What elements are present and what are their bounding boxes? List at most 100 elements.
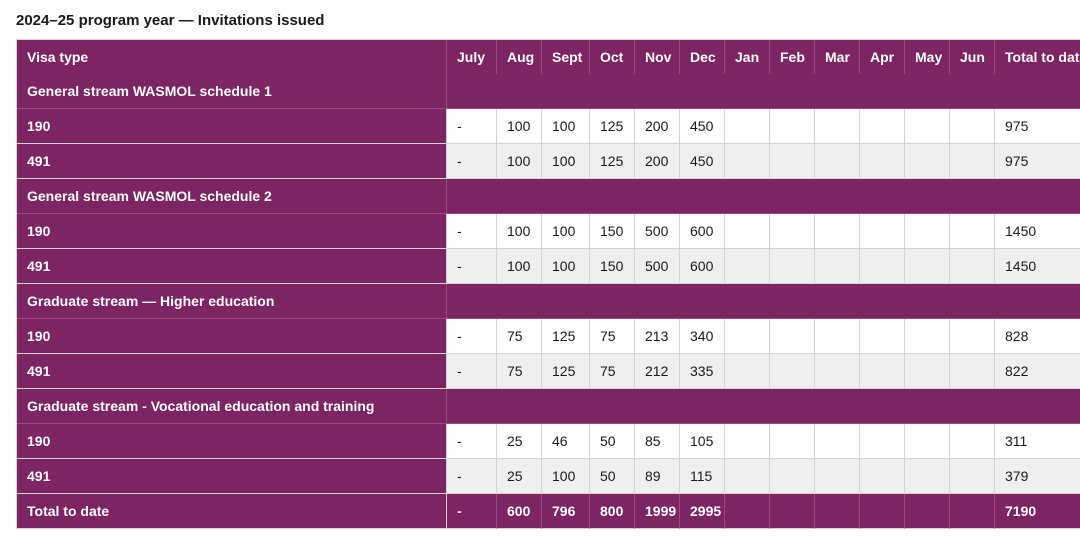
total-row: Total to date-600796800199929957190 — [17, 494, 1080, 529]
cell-value: 100 — [542, 109, 590, 144]
cell-value — [770, 354, 815, 389]
total-cell: - — [447, 494, 497, 529]
cell-value: 105 — [680, 424, 725, 459]
cell-value: 100 — [497, 214, 542, 249]
cell-value: 100 — [542, 144, 590, 179]
total-cell: 2995 — [680, 494, 725, 529]
col-jan: Jan — [725, 40, 770, 74]
row-visa-label: 491 — [17, 354, 447, 389]
cell-value: - — [447, 109, 497, 144]
cell-value — [950, 214, 995, 249]
table-row: 491-100100125200450975 — [17, 144, 1080, 179]
cell-value: 828 — [995, 319, 1080, 354]
table-row: 491-251005089115379 — [17, 459, 1080, 494]
cell-value: 100 — [542, 214, 590, 249]
cell-value: 975 — [995, 109, 1080, 144]
cell-value — [725, 424, 770, 459]
cell-value — [860, 144, 905, 179]
cell-value: 100 — [497, 109, 542, 144]
col-visa-type: Visa type — [17, 40, 447, 74]
section-spacer — [447, 284, 1080, 319]
cell-value: 1450 — [995, 249, 1080, 284]
total-cell — [725, 494, 770, 529]
cell-value — [950, 144, 995, 179]
cell-value: 1450 — [995, 214, 1080, 249]
cell-value — [860, 459, 905, 494]
cell-value: 125 — [590, 109, 635, 144]
cell-value — [860, 319, 905, 354]
cell-value — [770, 459, 815, 494]
cell-value: - — [447, 354, 497, 389]
cell-value: 125 — [590, 144, 635, 179]
cell-value — [725, 459, 770, 494]
cell-value — [725, 109, 770, 144]
cell-value: 50 — [590, 424, 635, 459]
cell-value: 600 — [680, 214, 725, 249]
cell-value — [815, 249, 860, 284]
section-spacer — [447, 74, 1080, 109]
cell-value: 500 — [635, 214, 680, 249]
cell-value: 125 — [542, 319, 590, 354]
cell-value — [950, 249, 995, 284]
cell-value — [815, 214, 860, 249]
cell-value: 25 — [497, 459, 542, 494]
col-may: May — [905, 40, 950, 74]
cell-value — [905, 109, 950, 144]
cell-value — [905, 319, 950, 354]
total-cell: 600 — [497, 494, 542, 529]
cell-value: - — [447, 214, 497, 249]
row-visa-label: 190 — [17, 109, 447, 144]
cell-value: 213 — [635, 319, 680, 354]
cell-value — [725, 144, 770, 179]
cell-value — [770, 424, 815, 459]
table-row: 491-7512575212335822 — [17, 354, 1080, 389]
cell-value: - — [447, 144, 497, 179]
page-title: 2024–25 program year — Invitations issue… — [16, 12, 1064, 29]
cell-value — [815, 109, 860, 144]
col-jun: Jun — [950, 40, 995, 74]
table-header-row: Visa type July Aug Sept Oct Nov Dec Jan … — [17, 40, 1080, 74]
row-visa-label: 190 — [17, 424, 447, 459]
cell-value — [860, 424, 905, 459]
cell-value — [950, 459, 995, 494]
section-header-row: General stream WASMOL schedule 1 — [17, 74, 1080, 109]
cell-value: 100 — [542, 249, 590, 284]
table-row: 190-1001001505006001450 — [17, 214, 1080, 249]
col-dec: Dec — [680, 40, 725, 74]
total-cell — [860, 494, 905, 529]
total-cell: 800 — [590, 494, 635, 529]
cell-value — [770, 144, 815, 179]
cell-value: 975 — [995, 144, 1080, 179]
cell-value: 822 — [995, 354, 1080, 389]
total-cell: 1999 — [635, 494, 680, 529]
cell-value: 335 — [680, 354, 725, 389]
section-header-row: Graduate stream - Vocational education a… — [17, 389, 1080, 424]
section-label: Graduate stream — Higher education — [17, 284, 447, 319]
total-label: Total to date — [17, 494, 447, 529]
col-aug: Aug — [497, 40, 542, 74]
col-feb: Feb — [770, 40, 815, 74]
cell-value: 450 — [680, 144, 725, 179]
total-cell: 796 — [542, 494, 590, 529]
cell-value: 150 — [590, 214, 635, 249]
cell-value: 46 — [542, 424, 590, 459]
cell-value — [770, 249, 815, 284]
cell-value — [905, 249, 950, 284]
table-body: General stream WASMOL schedule 1190-1001… — [17, 74, 1080, 529]
col-sept: Sept — [542, 40, 590, 74]
cell-value: 100 — [497, 249, 542, 284]
total-cell — [905, 494, 950, 529]
row-visa-label: 491 — [17, 249, 447, 284]
cell-value: 311 — [995, 424, 1080, 459]
cell-value: 200 — [635, 109, 680, 144]
cell-value — [815, 459, 860, 494]
total-cell — [815, 494, 860, 529]
cell-value — [770, 214, 815, 249]
total-cell — [770, 494, 815, 529]
col-oct: Oct — [590, 40, 635, 74]
col-total: Total to date — [995, 40, 1080, 74]
row-visa-label: 190 — [17, 319, 447, 354]
cell-value: 89 — [635, 459, 680, 494]
cell-value: 450 — [680, 109, 725, 144]
cell-value — [725, 354, 770, 389]
